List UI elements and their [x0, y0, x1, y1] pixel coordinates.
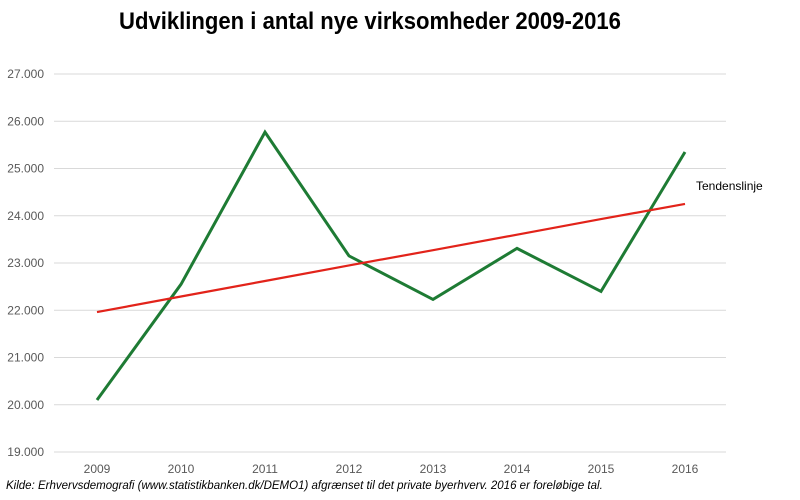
trend-line-label: Tendenslinje: [696, 179, 763, 193]
y-tick-label: 20.000: [7, 398, 44, 412]
y-tick-label: 27.000: [7, 67, 44, 81]
x-tick-label: 2011: [252, 462, 278, 476]
trend-point: [179, 295, 183, 299]
source-note: Kilde: Erhvervsdemografi (www.statistikb…: [6, 480, 603, 492]
y-axis-ticks: 19.000 20.000 21.000 22.000 23.000 24.000 25.0…: [7, 67, 44, 459]
trend-point: [515, 233, 519, 237]
trend-point: [263, 279, 267, 283]
series-lines: [95, 129, 687, 402]
x-tick-label: 2014: [504, 462, 531, 476]
x-tick-label: 2009: [84, 462, 111, 476]
data-point: [515, 246, 519, 250]
data-point: [263, 130, 267, 134]
data-point: [599, 289, 603, 293]
y-tick-label: 22.000: [7, 303, 44, 317]
y-tick-label: 21.000: [7, 351, 44, 365]
gridlines: [54, 73, 726, 453]
data-point: [95, 398, 99, 402]
data-point: [347, 254, 351, 258]
x-axis-ticks: 2009 2010 2011 2012 2013 2014 2015 2016: [84, 462, 699, 476]
y-tick-label: 24.000: [7, 209, 44, 223]
y-tick-label: 26.000: [7, 114, 44, 128]
trend-point: [95, 310, 99, 314]
series-line-trend: [96, 202, 686, 314]
data-point: [431, 297, 435, 301]
annotations: Tendenslinje: [696, 179, 763, 193]
x-tick-label: 2010: [168, 462, 195, 476]
data-point: [683, 150, 687, 154]
y-tick-label: 19.000: [7, 445, 44, 459]
trend-point: [347, 263, 351, 267]
y-tick-label: 25.000: [7, 162, 44, 176]
series-line-new-businesses: [95, 129, 687, 401]
trend-point: [431, 248, 435, 252]
x-tick-label: 2013: [420, 462, 447, 476]
x-tick-label: 2015: [588, 462, 615, 476]
chart-title: Udviklingen i antal nye virksomheder 200…: [119, 8, 621, 35]
trend-point: [683, 202, 687, 206]
trend-point: [599, 217, 603, 221]
line-chart: 19.000 20.000 21.000 22.000 23.000 24.000 25.0…: [7, 67, 763, 476]
data-point: [179, 282, 183, 286]
y-tick-label: 23.000: [7, 256, 44, 270]
x-tick-label: 2012: [336, 462, 363, 476]
x-tick-label: 2016: [672, 462, 699, 476]
